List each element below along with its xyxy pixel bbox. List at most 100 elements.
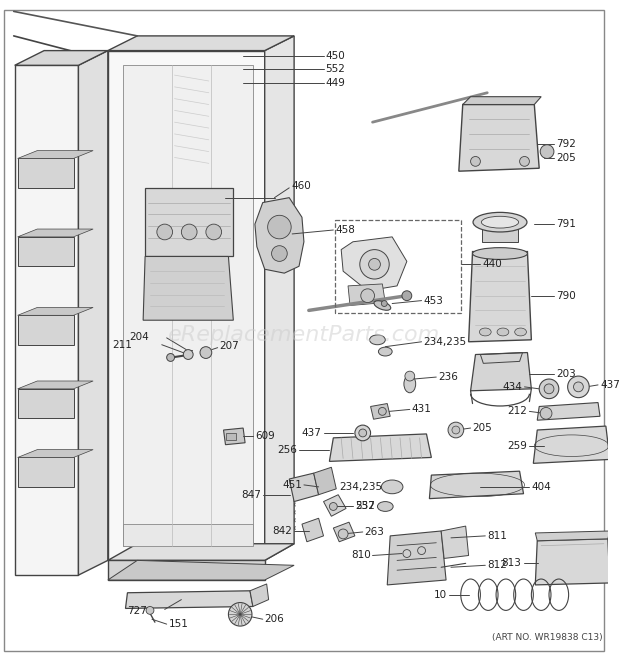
- Polygon shape: [145, 188, 233, 256]
- Circle shape: [540, 407, 552, 419]
- Polygon shape: [469, 252, 531, 342]
- Text: 450: 450: [326, 50, 345, 61]
- Text: 811: 811: [487, 531, 507, 541]
- Circle shape: [568, 376, 589, 398]
- Circle shape: [146, 607, 154, 614]
- Ellipse shape: [515, 328, 526, 336]
- Text: 259: 259: [508, 441, 528, 451]
- Text: (ART NO. WR19838 C13): (ART NO. WR19838 C13): [492, 633, 603, 642]
- Ellipse shape: [378, 347, 392, 356]
- Ellipse shape: [497, 328, 509, 336]
- Text: 451: 451: [282, 480, 302, 490]
- Text: 205: 205: [556, 153, 575, 163]
- Text: 234,235: 234,235: [339, 482, 383, 492]
- Circle shape: [167, 354, 174, 362]
- Circle shape: [452, 426, 460, 434]
- Circle shape: [228, 603, 252, 626]
- Ellipse shape: [374, 301, 391, 310]
- Polygon shape: [535, 531, 610, 541]
- Text: 790: 790: [556, 291, 575, 301]
- Polygon shape: [108, 544, 294, 561]
- Polygon shape: [334, 522, 355, 542]
- Polygon shape: [441, 526, 469, 559]
- Polygon shape: [430, 471, 523, 498]
- Text: 206: 206: [265, 614, 285, 624]
- Ellipse shape: [404, 375, 415, 393]
- Circle shape: [539, 379, 559, 399]
- Circle shape: [272, 246, 287, 261]
- Polygon shape: [123, 65, 253, 546]
- Polygon shape: [471, 352, 531, 391]
- Text: eReplacementParts.com: eReplacementParts.com: [168, 325, 440, 345]
- Text: 552: 552: [326, 64, 345, 74]
- Text: 204: 204: [129, 332, 149, 342]
- Polygon shape: [348, 284, 385, 305]
- Text: 205: 205: [472, 423, 492, 433]
- Text: 431: 431: [412, 405, 432, 414]
- Polygon shape: [329, 434, 432, 461]
- Text: 842: 842: [272, 526, 292, 536]
- Text: 437: 437: [600, 380, 620, 390]
- Circle shape: [339, 529, 348, 539]
- Text: 453: 453: [423, 295, 443, 305]
- Text: 460: 460: [291, 181, 311, 191]
- Polygon shape: [17, 237, 74, 266]
- Polygon shape: [17, 457, 74, 487]
- Ellipse shape: [473, 212, 527, 232]
- Polygon shape: [324, 494, 346, 516]
- Text: 234,235: 234,235: [423, 336, 467, 347]
- Polygon shape: [250, 584, 268, 607]
- Bar: [226, 433, 236, 440]
- Polygon shape: [538, 403, 600, 420]
- Text: 10: 10: [434, 590, 447, 600]
- Polygon shape: [459, 104, 539, 171]
- Circle shape: [544, 384, 554, 394]
- Polygon shape: [255, 198, 304, 273]
- Polygon shape: [17, 159, 74, 188]
- Polygon shape: [535, 539, 610, 585]
- Ellipse shape: [481, 216, 518, 228]
- Text: 434: 434: [503, 382, 523, 392]
- Circle shape: [369, 258, 381, 270]
- Text: 792: 792: [556, 139, 576, 149]
- Polygon shape: [123, 524, 253, 546]
- Text: 813: 813: [502, 559, 521, 568]
- Circle shape: [378, 407, 386, 415]
- Polygon shape: [108, 51, 265, 561]
- Polygon shape: [17, 315, 74, 345]
- Polygon shape: [108, 561, 294, 580]
- Circle shape: [359, 429, 366, 437]
- Polygon shape: [289, 473, 319, 502]
- Circle shape: [381, 301, 388, 307]
- Polygon shape: [17, 307, 93, 315]
- Text: 458: 458: [335, 225, 355, 235]
- Ellipse shape: [378, 502, 393, 512]
- Polygon shape: [125, 591, 253, 608]
- Polygon shape: [17, 229, 93, 237]
- Polygon shape: [108, 36, 294, 51]
- Ellipse shape: [479, 328, 491, 336]
- Text: 203: 203: [556, 369, 575, 379]
- Text: 211: 211: [112, 340, 132, 350]
- Circle shape: [206, 224, 221, 240]
- Polygon shape: [314, 467, 336, 494]
- Circle shape: [471, 157, 480, 167]
- Text: 810: 810: [351, 551, 371, 561]
- Text: 791: 791: [556, 219, 576, 229]
- Text: 404: 404: [531, 482, 551, 492]
- Circle shape: [360, 250, 389, 279]
- Circle shape: [200, 346, 212, 358]
- Text: 552: 552: [355, 502, 374, 512]
- Circle shape: [157, 224, 172, 240]
- Polygon shape: [265, 36, 294, 561]
- Polygon shape: [15, 51, 108, 65]
- Polygon shape: [15, 65, 79, 575]
- Text: 207: 207: [219, 340, 239, 351]
- Text: 727: 727: [127, 606, 147, 616]
- Circle shape: [448, 422, 464, 438]
- Text: 847: 847: [241, 490, 261, 500]
- Text: 449: 449: [326, 78, 345, 88]
- Polygon shape: [143, 256, 233, 320]
- Text: 212: 212: [508, 407, 528, 416]
- Text: 151: 151: [169, 619, 188, 629]
